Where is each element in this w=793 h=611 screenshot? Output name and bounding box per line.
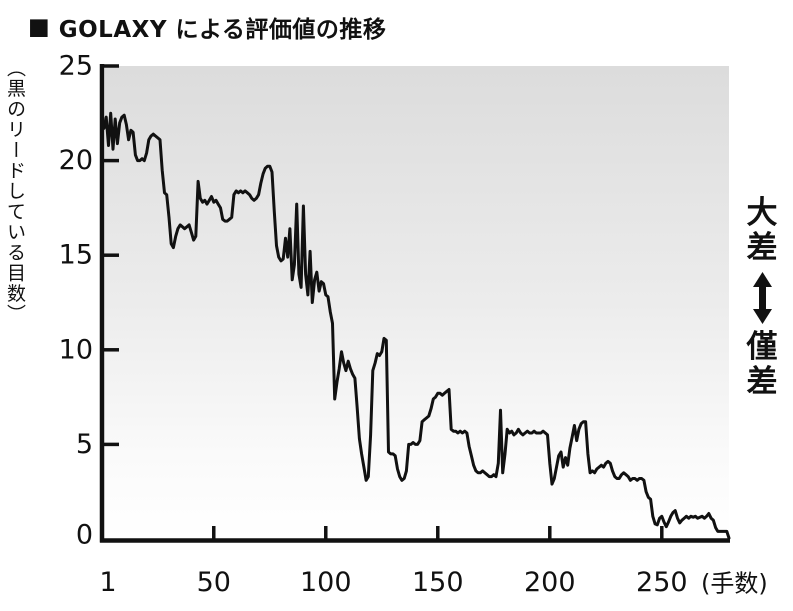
evaluation-line-series — [102, 111, 731, 540]
x-tick-label: 50 — [197, 567, 231, 598]
x-tick-label: 1 — [99, 567, 116, 598]
x-tick-label: 100 — [300, 567, 352, 598]
x-tick-label: 150 — [412, 567, 464, 598]
annotation-small-gap-label: 僅差 — [746, 329, 778, 401]
x-axis-unit-label: (手数) — [701, 570, 768, 598]
chart-title-row: ■ GOLAXY による評価値の推移 — [28, 10, 386, 44]
plot-background — [105, 66, 729, 539]
page-title: GOLAXY による評価値の推移 — [58, 17, 387, 43]
y-tick-label: 5 — [76, 429, 93, 460]
x-tick-label: 250 — [636, 567, 688, 598]
y-tick-label: 15 — [59, 240, 93, 271]
double-vertical-arrow-icon — [752, 272, 772, 325]
y-tick-label: 20 — [59, 145, 93, 176]
gap-scale-annotation: 大差 僅差 — [736, 196, 788, 400]
y-tick-label: 25 — [59, 51, 93, 82]
y-tick-label: 10 — [59, 334, 93, 365]
annotation-large-gap-label: 大差 — [746, 195, 778, 266]
title-square-icon: ■ — [28, 13, 50, 40]
y-tick-label: 0 — [76, 520, 93, 551]
x-tick-label: 200 — [524, 567, 576, 598]
y-axis-label: （黒のリードしている目数） — [4, 58, 26, 325]
